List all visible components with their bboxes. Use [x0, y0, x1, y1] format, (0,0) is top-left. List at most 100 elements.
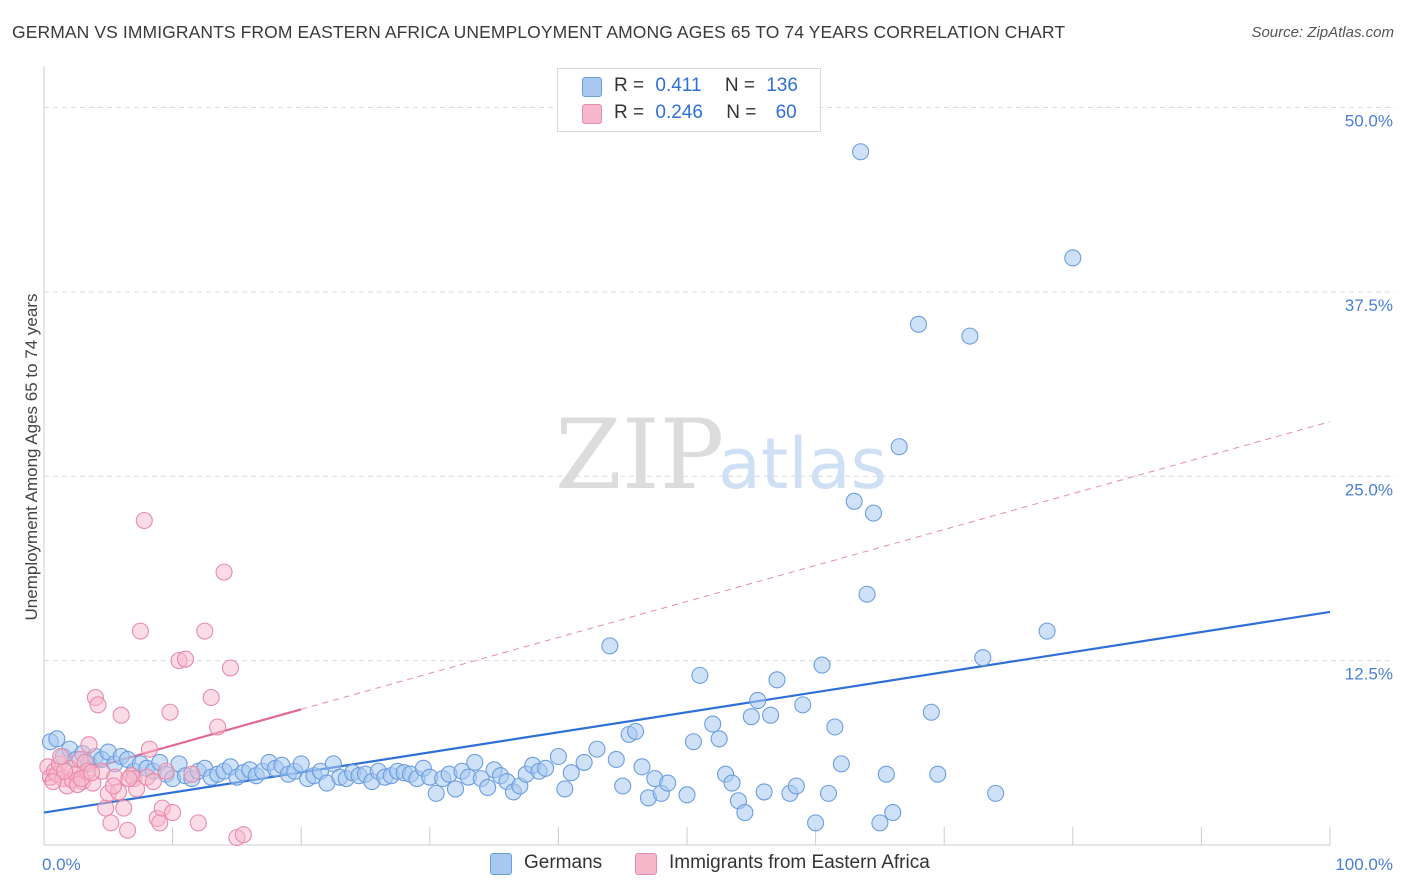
- immigrants-point-58: [104, 777, 122, 795]
- immigrants-point-37: [157, 762, 175, 780]
- germans-point-110: [807, 814, 825, 832]
- immigrants-point-29: [131, 622, 149, 640]
- x-tick-label-max: 100.0%: [1335, 855, 1393, 874]
- source-label: Source: ZipAtlas.com: [1251, 24, 1394, 41]
- immigrants-point-30: [135, 511, 153, 530]
- germans-point-117: [864, 504, 883, 522]
- watermark: ZIP atlas: [555, 399, 887, 511]
- germans-point-87: [627, 722, 645, 740]
- germans-point-93: [678, 786, 696, 804]
- y-tick-label-0: 12.5%: [1345, 665, 1393, 684]
- germans-n-value: 136: [766, 75, 798, 96]
- germans-point-130: [852, 143, 870, 161]
- germans-point-97: [710, 730, 728, 748]
- axes: [43, 66, 1331, 846]
- germans-point-124: [929, 765, 947, 783]
- immigrants-point-48: [221, 659, 240, 677]
- germans-point-122: [909, 315, 928, 333]
- grid-lines: [44, 107, 1395, 662]
- immigrants-trend-extension: [301, 421, 1331, 710]
- germans-swatch: [582, 77, 602, 97]
- germans-point-103: [749, 691, 767, 710]
- germans-point-77: [536, 759, 555, 777]
- immigrants-point-38: [161, 703, 179, 721]
- germans-point-121: [890, 438, 908, 456]
- immigrants-swatch: [635, 853, 657, 875]
- germans-point-60: [427, 784, 445, 802]
- germans-point-115: [845, 492, 863, 510]
- germans-point-99: [723, 774, 741, 792]
- immigrants-point-50: [234, 826, 252, 844]
- germans-point-83: [601, 637, 619, 655]
- germans-point-125: [961, 327, 979, 345]
- immigrants-point-43: [189, 814, 207, 832]
- germans-point-101: [736, 803, 754, 822]
- germans-point-104: [755, 783, 773, 801]
- germans-point-118: [871, 814, 889, 832]
- germans-r-value: 0.411: [655, 75, 702, 96]
- germans-point-111: [813, 656, 831, 674]
- immigrants-point-46: [209, 718, 227, 736]
- germans-point-1: [48, 730, 66, 748]
- legend: R = 0.411 N = 136 R = 0.246 N = 60: [557, 68, 821, 132]
- watermark-zip: ZIP: [555, 399, 724, 511]
- immigrants-point-56: [52, 747, 70, 766]
- chart-title: GERMAN VS IMMIGRANTS FROM EASTERN AFRICA…: [12, 22, 1066, 42]
- bottom-legend-germans-label: Germans: [524, 852, 603, 873]
- immigrants-point-41: [176, 650, 195, 668]
- immigrants-point-47: [215, 563, 233, 581]
- germans-point-95: [691, 666, 709, 684]
- germans-point-68: [479, 778, 497, 797]
- germans-point-102: [742, 708, 760, 726]
- germans-point-79: [556, 780, 574, 798]
- germans-point-129: [1064, 249, 1082, 267]
- watermark-atlas: atlas: [718, 423, 887, 505]
- germans-point-94: [684, 733, 702, 751]
- immigrants-point-59: [120, 770, 138, 788]
- immigrants-point-42: [183, 765, 201, 783]
- germans-point-63: [446, 780, 465, 798]
- germans-point-126: [974, 649, 992, 667]
- legend-r-label: R =: [614, 75, 645, 96]
- germans-point-112: [819, 784, 838, 802]
- germans-point-114: [832, 755, 850, 773]
- x-tick-label-min: 0.0%: [42, 855, 81, 874]
- y-tick-label-3: 50.0%: [1345, 112, 1393, 131]
- y-axis-title: Unemployment Among Ages 65 to 74 years: [22, 294, 41, 621]
- series-immigrants: [39, 511, 252, 847]
- y-tick-label-1: 25.0%: [1345, 480, 1393, 499]
- immigrants-point-18: [97, 799, 115, 817]
- germans-point-120: [884, 803, 902, 822]
- immigrants-point-44: [196, 622, 214, 640]
- germans-point-113: [826, 718, 844, 736]
- y-tick-label-2: 37.5%: [1345, 296, 1393, 315]
- germans-point-66: [466, 753, 484, 771]
- germans-point-85: [614, 777, 632, 795]
- germans-swatch: [490, 853, 512, 875]
- germans-point-123: [922, 703, 940, 721]
- germans-point-109: [794, 696, 812, 714]
- germans-point-105: [762, 706, 780, 724]
- immigrants-point-13: [80, 736, 98, 754]
- legend-n-label: N =: [726, 102, 757, 123]
- immigrants-point-35: [151, 814, 169, 832]
- immigrants-point-57: [83, 764, 101, 782]
- immigrants-r-value: 0.246: [655, 102, 703, 123]
- immigrants-point-20: [102, 814, 120, 832]
- germans-point-88: [633, 758, 651, 776]
- germans-point-116: [858, 585, 876, 603]
- immigrants-point-16: [89, 696, 107, 714]
- immigrants-point-39: [164, 803, 182, 822]
- germans-point-78: [549, 747, 567, 766]
- immigrants-point-23: [112, 706, 130, 724]
- x-tick-labels: 0.0% 100.0%: [42, 855, 1393, 874]
- legend-r-label: R =: [614, 102, 645, 123]
- germans-point-84: [607, 750, 625, 769]
- germans-point-39: [292, 755, 310, 773]
- immigrants-point-55: [44, 773, 62, 791]
- immigrants-swatch: [582, 104, 602, 124]
- germans-point-119: [877, 765, 895, 783]
- germans-point-92: [659, 774, 677, 792]
- germans-point-106: [768, 671, 786, 689]
